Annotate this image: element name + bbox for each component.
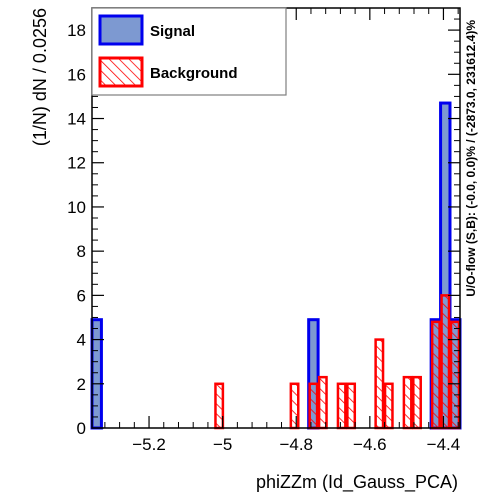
background-bar-4 xyxy=(336,382,347,430)
x-tick-label-3: −4.6 xyxy=(353,435,387,454)
legend-signal-swatch xyxy=(98,14,144,46)
legend-background-label: Background xyxy=(150,65,238,82)
legend-background-swatch xyxy=(100,58,142,86)
background-bar-8 xyxy=(402,375,413,430)
y-tick-label-3: 6 xyxy=(77,286,86,305)
y-tick-label-1: 2 xyxy=(77,375,86,394)
background-bar-10 xyxy=(430,320,441,430)
x-tick-label-0: −5.2 xyxy=(132,435,166,454)
background-bar-6 xyxy=(374,338,385,430)
background-bar-5 xyxy=(346,382,357,430)
y-tick-label-7: 14 xyxy=(67,110,86,129)
y-tick-label-0: 0 xyxy=(77,419,86,438)
signal-bar-0 xyxy=(90,318,103,430)
background-bar-3 xyxy=(317,375,328,430)
y-axis-title: (1/N) dN / 0.0256 xyxy=(30,8,50,146)
x-tick-label-2: −4.8 xyxy=(279,435,313,454)
background-bar-1 xyxy=(289,382,300,430)
legend: Signal Background xyxy=(91,7,287,96)
overflow-note: U/O-flow (S,B): (-0.0, 0.0)% / (-2873.0,… xyxy=(464,20,478,297)
x-tick-label-4: −4.4 xyxy=(427,435,461,454)
background-bar-9 xyxy=(412,375,422,430)
background-bar-11 xyxy=(440,294,451,430)
background-bar-12 xyxy=(449,320,461,430)
y-tick-label-8: 16 xyxy=(67,65,86,84)
y-tick-label-4: 8 xyxy=(77,242,86,261)
legend-background-swatch-border xyxy=(98,56,144,88)
background-bar-0 xyxy=(214,382,225,430)
x-axis: −5.2 −5 −4.8 −4.6 −4.4 xyxy=(104,8,461,454)
y-tick-label-6: 12 xyxy=(67,154,86,173)
background-series xyxy=(214,294,461,430)
y-tick-label-9: 18 xyxy=(67,21,86,40)
background-bar-7 xyxy=(383,382,394,430)
background-bar-2 xyxy=(308,382,319,430)
y-tick-label-5: 10 xyxy=(67,198,86,217)
legend-signal-label: Signal xyxy=(150,23,195,40)
x-axis-title: phiZZm (Id_Gauss_PCA) xyxy=(256,472,458,493)
y-tick-label-2: 4 xyxy=(77,331,86,350)
x-tick-label-1: −5 xyxy=(213,435,232,454)
